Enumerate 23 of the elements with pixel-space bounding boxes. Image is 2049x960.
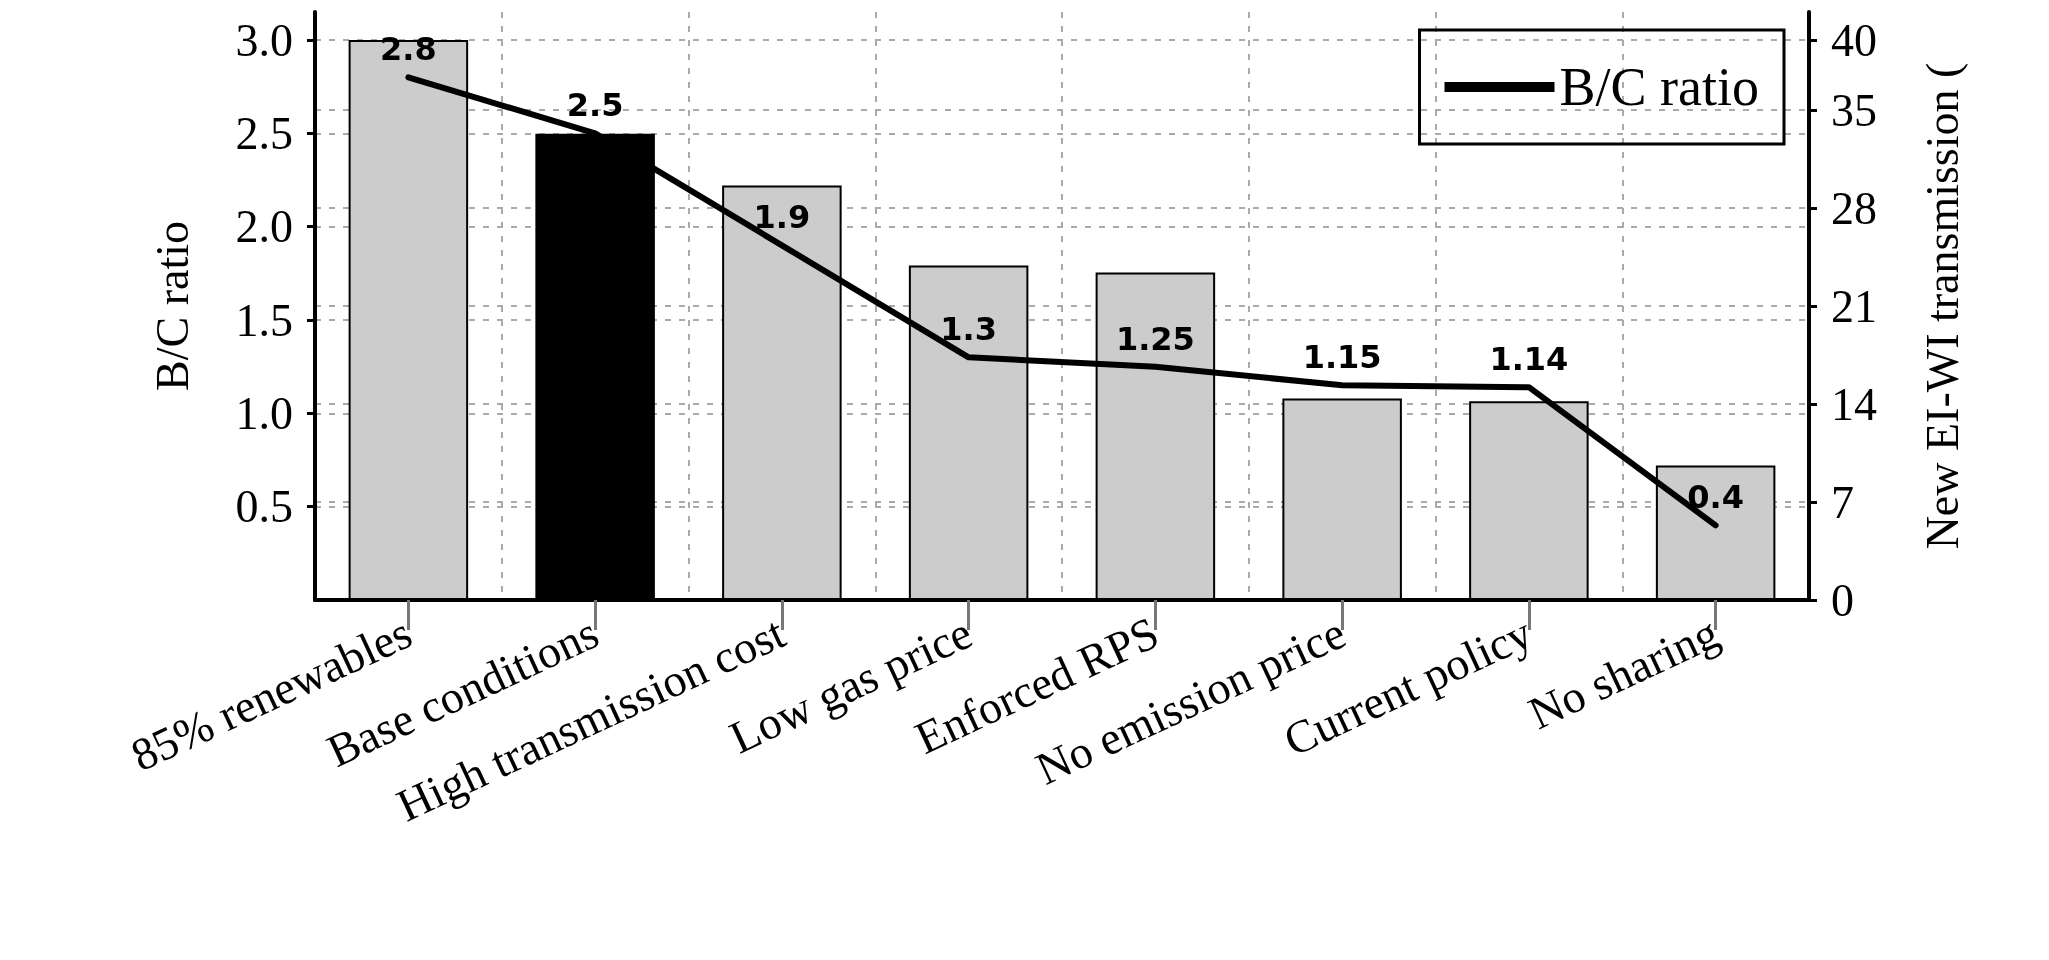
y2-tick-label: 0 — [1831, 574, 1854, 626]
y-tick-label: 1.0 — [235, 387, 293, 439]
y-tick-label: 2.5 — [235, 107, 293, 159]
data-label: 1.25 — [1115, 319, 1195, 358]
y-tick-label: 1.5 — [235, 294, 293, 346]
data-label: 2.5 — [566, 86, 624, 125]
y-tick-label: 3.0 — [235, 14, 293, 66]
y2-tick-label: 35 — [1831, 84, 1877, 136]
y2-tick-label: 28 — [1831, 182, 1877, 234]
y2-tick-label: 21 — [1831, 280, 1877, 332]
data-label: 1.9 — [753, 198, 811, 237]
y2-axis-title: New EI-WI transmission ( — [1916, 62, 1968, 550]
data-label: 1.14 — [1489, 340, 1569, 379]
data-label: 1.15 — [1302, 338, 1382, 377]
legend-label: B/C ratio — [1559, 57, 1760, 117]
data-label: 1.3 — [940, 310, 997, 349]
data-label: 0.4 — [1687, 478, 1744, 517]
y-tick-label: 2.0 — [235, 201, 293, 253]
y-axis-title: B/C ratio — [146, 221, 198, 391]
y-tick-label: 0.5 — [235, 481, 293, 533]
y2-tick-label: 7 — [1831, 476, 1854, 528]
y2-tick-label: 40 — [1831, 14, 1877, 66]
y2-tick-label: 14 — [1831, 378, 1877, 430]
